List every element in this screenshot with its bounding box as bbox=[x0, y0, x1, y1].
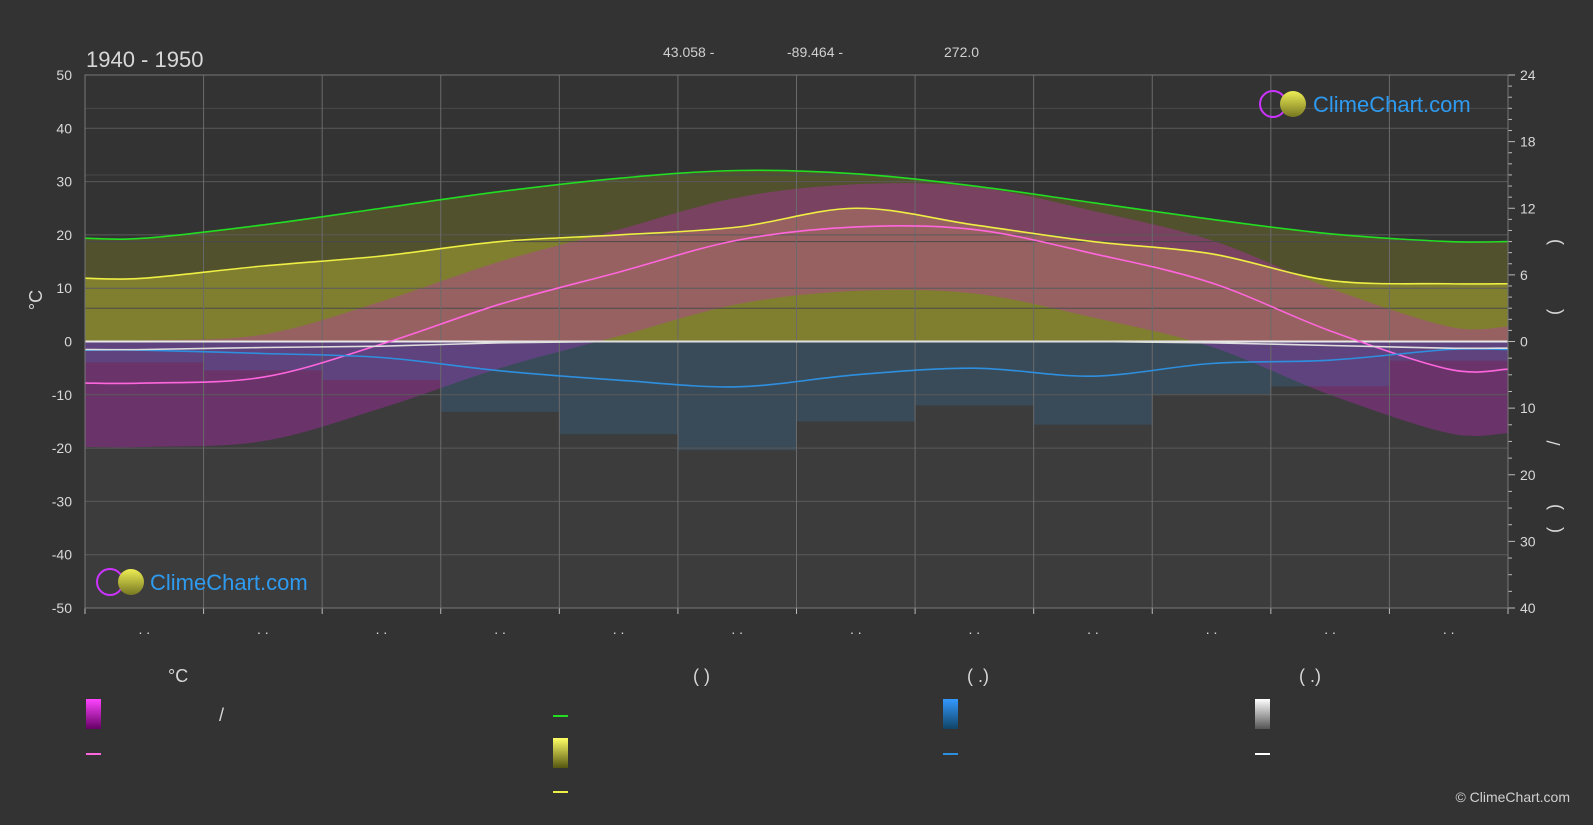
month-tick-label: . . bbox=[731, 621, 743, 637]
sunshine-line bbox=[85, 207, 1508, 285]
right-tick-label: 6 bbox=[1520, 267, 1528, 283]
precip-band bbox=[440, 341, 560, 412]
longitude-label: -89.464 - bbox=[787, 44, 843, 60]
left-tick-label: -40 bbox=[52, 547, 72, 563]
legend: °C ( ) ( .) ( .) / bbox=[86, 666, 1321, 793]
left-tick-label: 10 bbox=[56, 280, 72, 296]
copyright: © ClimeChart.com bbox=[1455, 789, 1570, 805]
right-axis-label-1: ) bbox=[1544, 239, 1564, 245]
precip-band bbox=[915, 341, 1034, 406]
left-tick-label: 30 bbox=[56, 174, 72, 190]
precip-band bbox=[203, 341, 323, 371]
logo-text: ClimeChart.com bbox=[150, 570, 308, 595]
left-tick-label: 50 bbox=[56, 67, 72, 83]
left-axis-unit: °C bbox=[26, 290, 46, 310]
right-tick-label: 24 bbox=[1520, 67, 1536, 83]
series-lines bbox=[85, 169, 1508, 388]
legend-header-sun: ( ) bbox=[693, 666, 710, 686]
right-tick-label: 18 bbox=[1520, 134, 1536, 150]
precip-band bbox=[1270, 341, 1390, 387]
daylight-line bbox=[85, 169, 1508, 243]
mean-temp-line bbox=[85, 224, 1508, 385]
precip-line bbox=[85, 347, 1508, 388]
legend-header-rain: ( .) bbox=[967, 666, 989, 686]
right-tick-label: 40 bbox=[1520, 600, 1536, 616]
month-tick-label: . . bbox=[376, 621, 388, 637]
left-tick-label: -10 bbox=[52, 387, 72, 403]
right-tick-label: 30 bbox=[1520, 533, 1536, 549]
legend-swatch-temp-range bbox=[86, 699, 101, 729]
precip-band bbox=[559, 341, 678, 435]
latitude-label: 43.058 - bbox=[663, 44, 715, 60]
left-tick-label: 0 bbox=[64, 334, 72, 350]
month-tick-label: . . bbox=[1324, 621, 1336, 637]
month-tick-label: . . bbox=[257, 621, 269, 637]
precip-band bbox=[1033, 341, 1153, 425]
legend-slash: / bbox=[219, 705, 224, 725]
right-axis-label-5: ( bbox=[1544, 527, 1564, 533]
month-tick-label: . . bbox=[613, 621, 625, 637]
right-axis-label-4: ) bbox=[1544, 504, 1564, 510]
month-tick-label: . . bbox=[1443, 621, 1455, 637]
legend-header-temperature: °C bbox=[168, 666, 188, 686]
legend-header-snow: ( .) bbox=[1299, 666, 1321, 686]
precip-band bbox=[1389, 341, 1508, 361]
month-tick-label: . . bbox=[1206, 621, 1218, 637]
left-tick-label: 20 bbox=[56, 227, 72, 243]
month-tick-label: . . bbox=[494, 621, 506, 637]
left-tick-label: -30 bbox=[52, 493, 72, 509]
left-tick-label: -50 bbox=[52, 600, 72, 616]
month-tick-label: . . bbox=[138, 621, 150, 637]
logo-sun-icon bbox=[118, 569, 144, 595]
right-tick-label: 0 bbox=[1520, 334, 1528, 350]
chart-title: 1940 - 1950 bbox=[86, 47, 203, 72]
left-tick-label: -20 bbox=[52, 440, 72, 456]
axis-ticks: 50 40 30 20 10 0 -10 -20 -30 -40 -50 24 18 12 6 0 10 20 30… bbox=[52, 67, 1536, 637]
logo-sun-icon bbox=[1280, 91, 1306, 117]
plot-frame bbox=[84, 74, 1509, 609]
month-tick-label: . . bbox=[969, 621, 981, 637]
legend-swatch-rain-band bbox=[943, 699, 958, 729]
precip-band bbox=[85, 341, 204, 363]
right-tick-label: 12 bbox=[1520, 200, 1536, 216]
right-axis-labels: ) ( / ) ( bbox=[1544, 239, 1564, 533]
precip-band bbox=[677, 341, 797, 451]
month-tick-label: . . bbox=[850, 621, 862, 637]
right-tick-label: 10 bbox=[1520, 400, 1536, 416]
precip-band bbox=[796, 341, 916, 422]
logo-top-right: ClimeChart.com bbox=[1259, 90, 1471, 118]
left-tick-label: 40 bbox=[56, 120, 72, 136]
legend-swatch-snow-band bbox=[1255, 699, 1270, 729]
right-tick-label: 20 bbox=[1520, 467, 1536, 483]
elevation-label: 272.0 bbox=[944, 44, 979, 60]
month-tick-label: . . bbox=[1087, 621, 1099, 637]
legend-swatch-sunshine-band bbox=[553, 738, 568, 768]
logo-text: ClimeChart.com bbox=[1313, 92, 1471, 117]
right-axis-label-2: ( bbox=[1544, 309, 1564, 315]
snow-line bbox=[85, 340, 1508, 351]
logo-bottom-left: ClimeChart.com bbox=[96, 568, 308, 596]
right-axis-label-3: / bbox=[1544, 440, 1564, 445]
